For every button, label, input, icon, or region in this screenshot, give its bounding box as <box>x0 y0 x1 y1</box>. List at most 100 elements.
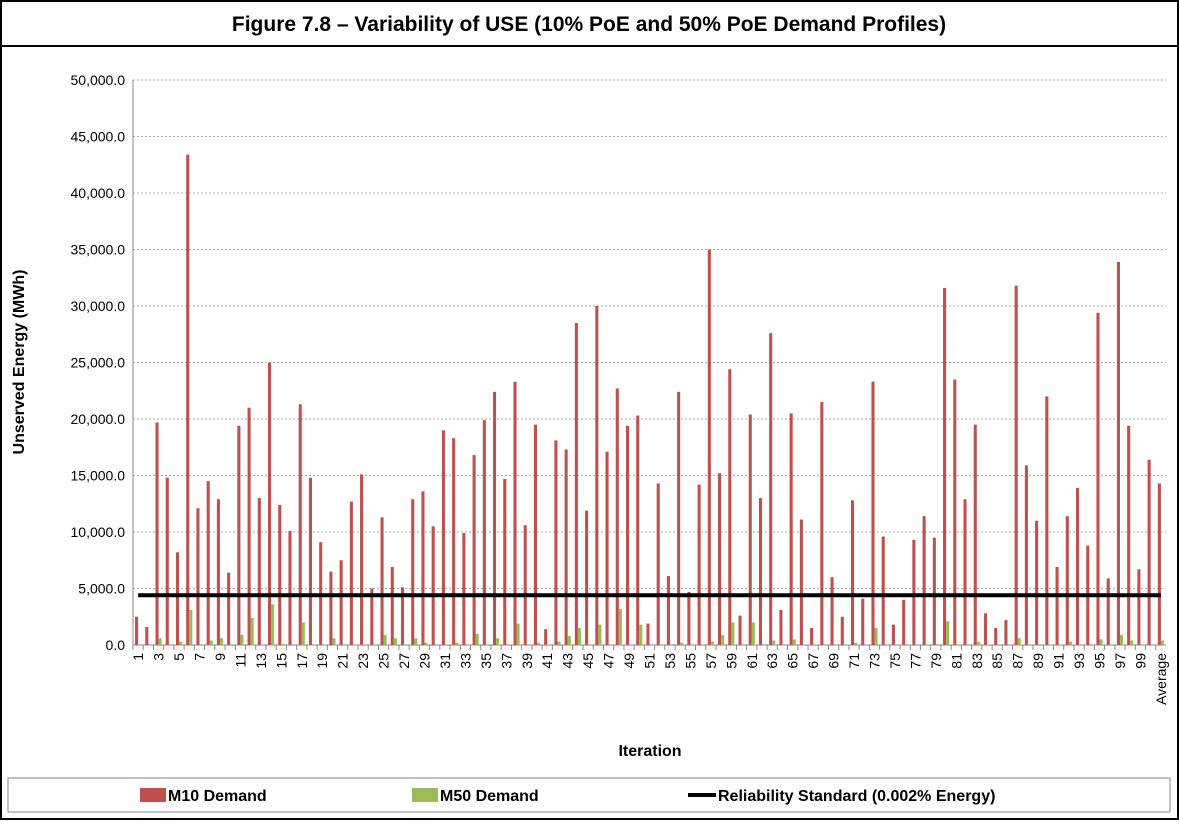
bar <box>421 491 425 645</box>
bar <box>1116 261 1120 645</box>
x-tick-label: 53 <box>662 653 678 669</box>
x-tick-label: 39 <box>519 653 535 669</box>
x-tick-label: 73 <box>867 653 883 669</box>
bar <box>973 424 977 645</box>
bar <box>1127 425 1131 645</box>
bar <box>983 613 988 645</box>
bar <box>400 587 405 645</box>
x-tick-label: 27 <box>396 653 412 669</box>
bar <box>779 609 783 645</box>
bar <box>158 638 162 645</box>
x-tick-label: 31 <box>437 653 453 669</box>
bar <box>216 499 220 645</box>
bar <box>1157 483 1161 645</box>
bar <box>943 287 947 645</box>
bar <box>769 333 773 645</box>
bar <box>932 537 936 645</box>
bar <box>680 642 684 645</box>
bar <box>810 628 814 645</box>
x-tick-label: 85 <box>989 653 1005 669</box>
bar <box>1017 638 1021 645</box>
bar <box>850 500 855 645</box>
bar <box>840 616 844 645</box>
bar <box>646 623 650 645</box>
x-tick-label: 15 <box>273 653 289 669</box>
x-tick-label: 93 <box>1071 653 1087 669</box>
x-tick-label: 79 <box>928 653 944 669</box>
bar <box>1004 620 1008 645</box>
bar <box>237 425 241 645</box>
y-tick-label: 30,000.0 <box>71 298 126 314</box>
y-axis-label: Unserved Energy (MWh) <box>11 270 28 455</box>
bar <box>1035 520 1039 645</box>
bar <box>799 519 803 645</box>
bar <box>411 499 415 645</box>
bar <box>308 477 312 645</box>
bar <box>1099 639 1103 645</box>
bar <box>452 438 456 645</box>
x-tick-label: 19 <box>314 653 330 669</box>
x-tick-label: 63 <box>764 653 780 669</box>
bar <box>516 623 520 645</box>
x-tick-label: 61 <box>744 653 760 669</box>
x-tick-label: 59 <box>723 653 739 669</box>
bar <box>155 422 159 645</box>
bar <box>414 638 418 645</box>
bar <box>179 641 183 645</box>
x-tick-label: 41 <box>539 653 555 669</box>
y-tick-label: 45,000.0 <box>71 129 126 145</box>
bar <box>731 622 735 645</box>
bar <box>281 643 285 645</box>
bar <box>390 567 394 645</box>
x-tick-label: 69 <box>826 653 842 669</box>
chart-title: Figure 7.8 – Variability of USE (10% PoE… <box>232 13 946 36</box>
bar <box>1065 516 1069 645</box>
y-tick-label: 15,000.0 <box>71 468 126 484</box>
bar <box>748 414 752 645</box>
x-tick-label: 77 <box>907 653 923 669</box>
x-tick-label: 21 <box>335 653 351 669</box>
bar <box>301 622 305 645</box>
bar <box>268 362 272 645</box>
x-tick-label: 89 <box>1030 653 1046 669</box>
bar <box>189 609 193 645</box>
bar <box>946 621 950 645</box>
bar <box>902 599 906 645</box>
bar <box>250 617 254 645</box>
bar <box>707 249 711 645</box>
bar <box>687 591 691 645</box>
bar <box>861 598 865 645</box>
x-tick-label: Average <box>1153 653 1169 705</box>
bar <box>567 635 571 645</box>
legend-box <box>7 777 1171 813</box>
bar <box>380 517 384 645</box>
bar <box>1137 569 1141 645</box>
x-tick-label: 71 <box>846 653 862 669</box>
bar <box>605 451 609 645</box>
bar <box>618 608 622 645</box>
bar <box>1160 640 1164 645</box>
bar <box>577 628 581 645</box>
x-tick-label: 23 <box>355 653 371 669</box>
x-tick-label: 47 <box>601 653 617 669</box>
legend-label: M50 Demand <box>440 788 539 805</box>
bar <box>721 634 725 645</box>
bar <box>247 407 251 645</box>
x-tick-label: 17 <box>294 653 310 669</box>
bar <box>165 477 169 645</box>
bar <box>666 576 670 645</box>
x-tick-label: 65 <box>785 653 801 669</box>
bar <box>1045 396 1049 645</box>
bar <box>431 526 435 645</box>
x-tick-label: 75 <box>887 653 903 669</box>
x-tick-label: 49 <box>621 653 637 669</box>
bar <box>240 634 244 645</box>
x-tick-label: 7 <box>191 653 207 661</box>
x-tick-label: 29 <box>416 653 432 669</box>
x-tick-label: 43 <box>560 653 576 669</box>
bar <box>1119 634 1124 645</box>
bar <box>595 306 599 645</box>
bar <box>383 634 387 645</box>
bar <box>441 430 445 645</box>
